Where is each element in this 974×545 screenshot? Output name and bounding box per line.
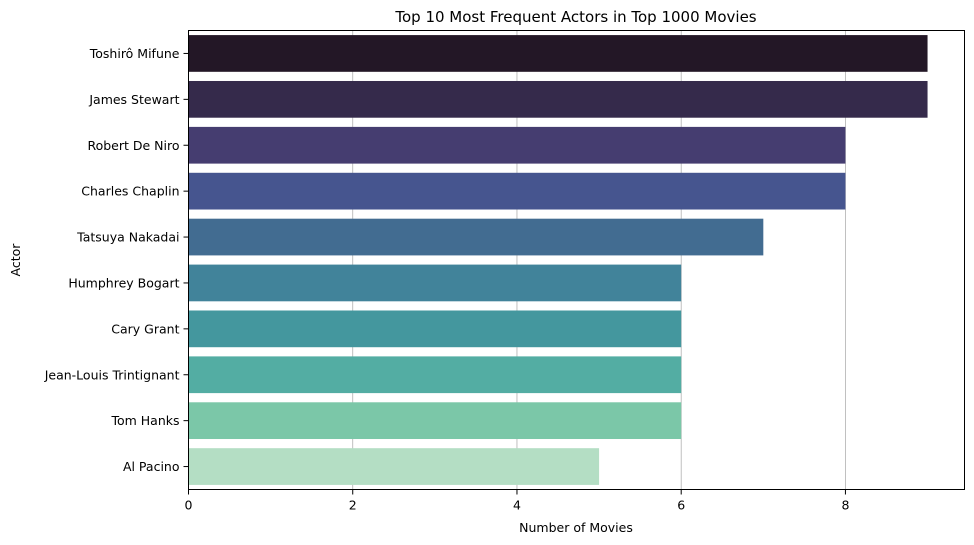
x-axis-title: Number of Movies — [519, 520, 633, 535]
x-axis-ticks: 0 2 4 6 8 — [185, 489, 849, 513]
bar — [188, 310, 682, 348]
bar — [188, 448, 600, 485]
bar — [188, 356, 682, 394]
plot-frame — [188, 30, 965, 490]
y-axis-ticks: Toshirô Mifune James Stewart Robert De Nir… — [44, 46, 189, 474]
bar — [188, 172, 846, 210]
bars — [188, 35, 928, 485]
y-tick-label: Jean-Louis Trintignant — [44, 367, 180, 382]
x-tick-label: 0 — [185, 498, 193, 513]
x-tick-label: 6 — [677, 498, 685, 513]
x-tick-label: 8 — [841, 498, 849, 513]
y-tick-label: Toshirô Mifune — [89, 46, 180, 61]
y-tick-label: Al Pacino — [123, 459, 180, 474]
bar — [188, 126, 846, 164]
x-tick-label: 4 — [513, 498, 521, 513]
y-tick-label: Humphrey Bogart — [68, 275, 179, 290]
y-tick-label: Tatsuya Nakadai — [76, 230, 179, 245]
bar — [188, 80, 928, 118]
y-axis-title: Actor — [8, 243, 23, 277]
y-tick-label: Charles Chaplin — [81, 184, 179, 199]
bar — [188, 35, 928, 72]
x-tick-label: 2 — [349, 498, 357, 513]
y-tick-label: Robert De Niro — [87, 138, 179, 153]
y-tick-label: James Stewart — [88, 92, 179, 107]
chart-title: Top 10 Most Frequent Actors in Top 1000 … — [394, 8, 756, 26]
y-tick-label: Cary Grant — [111, 321, 179, 336]
y-tick-label: Tom Hanks — [110, 413, 179, 428]
bar — [188, 218, 764, 256]
bar — [188, 402, 682, 440]
bar — [188, 264, 682, 302]
